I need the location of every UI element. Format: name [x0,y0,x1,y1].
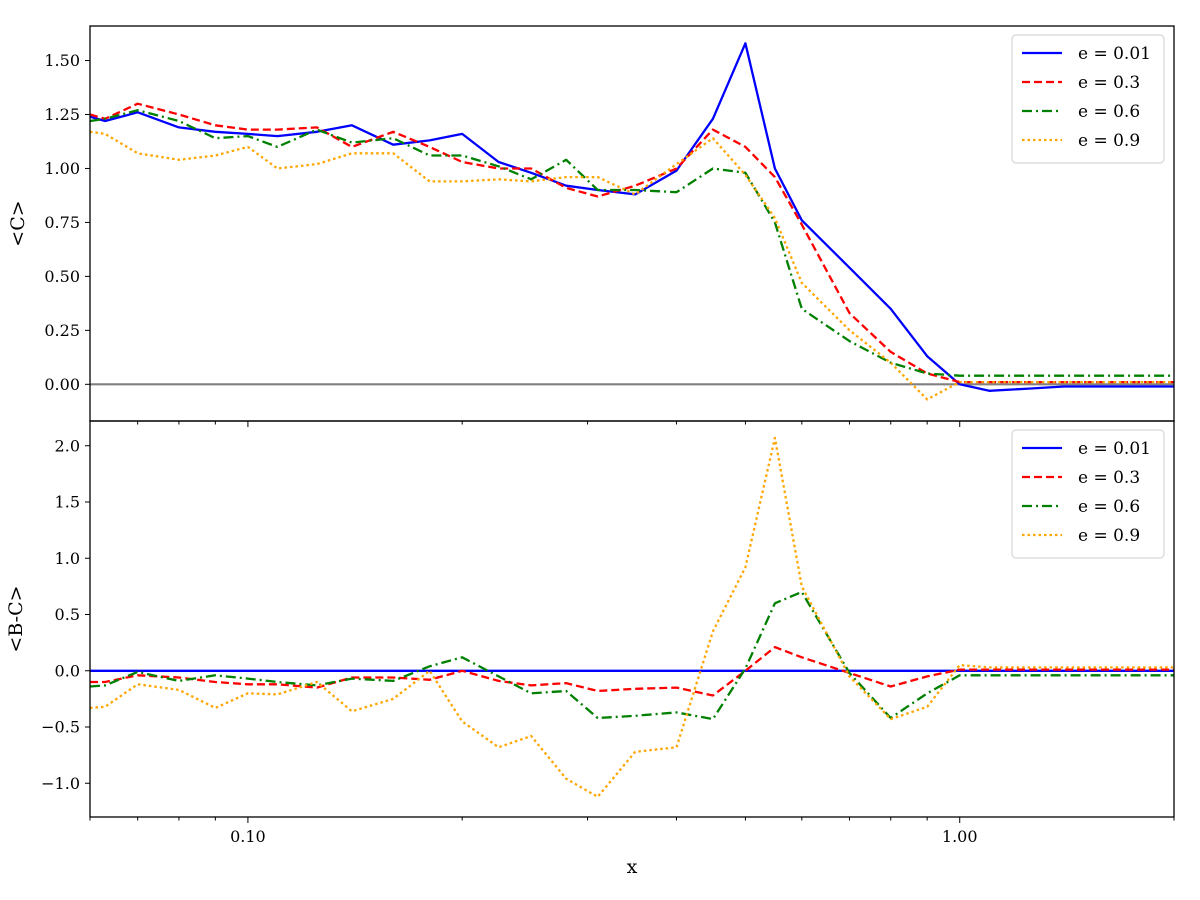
x-tick-label: 1.00 [942,827,978,846]
legend-entry-label: e = 0.3 [1078,468,1140,488]
top-panel-c: 0.000.250.500.751.001.251.50 e = 0.01e = … [44,25,1175,427]
bottom-panel-b-minus-c: −1.0−0.50.00.51.01.52.00.10 1.00e = 0.01e… [41,420,1175,846]
y-tick-label: 0.25 [44,321,80,340]
y-tick-label: 1.0 [55,549,80,568]
y-tick-label: 1.50 [44,51,80,70]
legend-entry-label: e = 0.9 [1078,131,1140,151]
axes-frame [89,25,1175,422]
y-tick-label: 0.0 [55,661,80,680]
x-tick-label: 0.10 [230,827,266,846]
legend-entry-label: e = 0.01 [1078,44,1151,64]
legend-entry-label: e = 0.3 [1078,73,1140,93]
y-tick-label: 0.75 [44,213,80,232]
x-axis-label: x [627,856,638,878]
y-axis-label-bottom: <B-C> [5,585,27,652]
series-line-1 [90,645,1174,697]
series-line-0 [90,42,1174,392]
y-tick-label: 1.5 [55,493,80,512]
y-tick-label: 0.00 [44,375,80,394]
y-tick-label: −1.0 [41,774,80,793]
y-tick-label: 1.00 [44,159,80,178]
legend-entry-label: e = 0.01 [1078,439,1151,459]
y-tick-label: 0.5 [55,605,80,624]
series-line-3 [90,436,1174,798]
y-axis-label-top: <C> [7,200,29,246]
series-line-2 [90,590,1174,721]
series-line-2 [90,109,1174,377]
y-tick-label: 0.50 [44,267,80,286]
legend-entry-label: e = 0.6 [1078,102,1140,122]
axes-frame [89,420,1175,818]
y-tick-label: 1.25 [44,105,80,124]
series-line-1 [90,102,1174,384]
series-line-3 [90,130,1174,401]
legend-entry-label: e = 0.9 [1078,526,1140,546]
y-tick-label: −0.5 [41,718,80,737]
legend-entry-label: e = 0.6 [1078,497,1140,517]
legend: e = 0.01 e = 0.3 e = 0.6 e = 0.9 [1011,34,1165,164]
y-tick-label: 2.0 [55,436,80,455]
legend: e = 0.01 e = 0.3 e = 0.6 e = 0.9 [1011,429,1165,559]
